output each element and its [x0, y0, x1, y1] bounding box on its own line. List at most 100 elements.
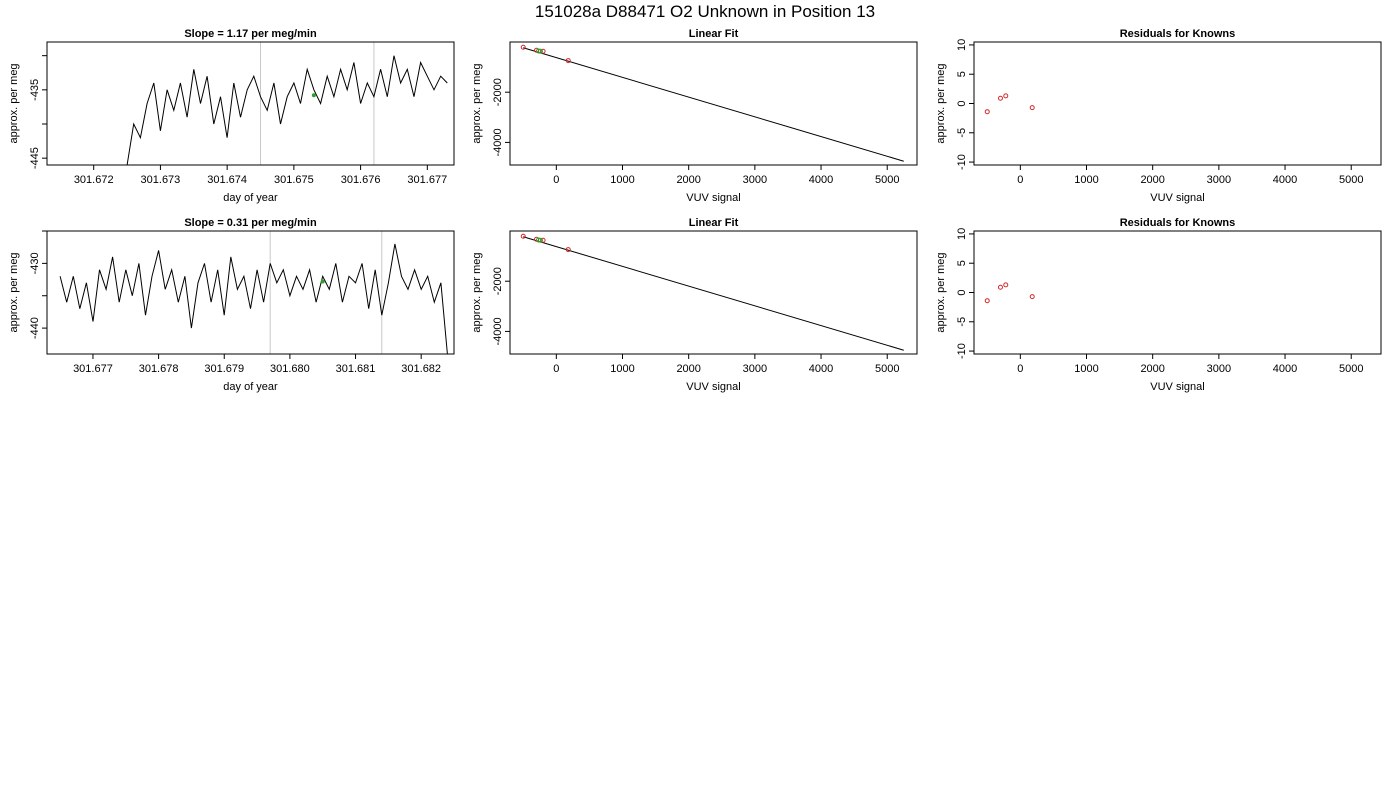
- x-tick-label: 301.673: [141, 174, 181, 186]
- plot-frame: [973, 230, 1382, 355]
- panels: Slope = 1.17 per meg/min 301.672 301.673 30…: [8, 28, 1382, 393]
- x-axis-label: day of year: [223, 381, 278, 393]
- unknown-marker: [320, 279, 325, 284]
- x-tick-label: 4000: [1273, 363, 1297, 375]
- known-point: [1029, 294, 1035, 300]
- y-tick-label: -5: [956, 128, 968, 138]
- y-tick-label: -440: [29, 317, 41, 339]
- x-axis-label: VUV signal: [1150, 381, 1204, 393]
- y-axis-label: approx. per meg: [8, 63, 20, 143]
- x-tick-label: 301.676: [341, 174, 381, 186]
- plot-frame: [509, 230, 918, 355]
- plot-frame: [46, 230, 455, 355]
- chart-panel-3: Residuals for Knowns 0 1000 2000 3000 4000 500…: [935, 28, 1382, 204]
- plot-area: [59, 231, 448, 354]
- plot-frame: [46, 41, 455, 166]
- x-tick-label: 3000: [1207, 363, 1231, 375]
- x-tick-label: 2000: [1140, 363, 1164, 375]
- unknown-point: [537, 48, 543, 54]
- x-tick-label: 0: [553, 174, 559, 186]
- known-point: [1003, 282, 1009, 288]
- known-point: [1003, 93, 1009, 99]
- x-tick-label: 0: [553, 363, 559, 375]
- plot-frame: [973, 41, 1382, 166]
- known-point: [984, 109, 990, 115]
- y-axis-label: approx. per meg: [471, 252, 483, 332]
- known-point: [540, 48, 546, 54]
- y-axis-label: approx. per meg: [935, 63, 947, 143]
- known-point: [997, 284, 1003, 290]
- x-tick-label: 2000: [676, 363, 700, 375]
- known-point: [565, 58, 571, 64]
- plot-frame: [509, 41, 918, 166]
- known-point: [565, 247, 571, 253]
- y-tick-label: -4000: [492, 317, 504, 345]
- x-axis-label: VUV signal: [686, 192, 740, 204]
- y-tick-label: -10: [956, 154, 968, 170]
- plot-area: [520, 233, 904, 351]
- y-tick-label: -435: [29, 79, 41, 101]
- known-point: [997, 95, 1003, 101]
- x-tick-label: 1000: [610, 363, 634, 375]
- known-point: [984, 298, 990, 304]
- plot-area: [126, 42, 448, 165]
- x-tick-label: 4000: [1273, 174, 1297, 186]
- signal-trace: [59, 243, 448, 354]
- y-tick-label: -5: [956, 317, 968, 327]
- x-axis-label: VUV signal: [1150, 192, 1204, 204]
- known-point: [1029, 105, 1035, 111]
- y-tick-label: 10: [956, 39, 968, 51]
- x-tick-label: 1000: [610, 174, 634, 186]
- x-tick-label: 301.672: [74, 174, 114, 186]
- x-tick-label: 0: [1017, 363, 1023, 375]
- panel-title: Residuals for Knowns: [1120, 28, 1236, 40]
- chart-panel-4: Slope = 0.31 per meg/min 301.677 301.678 30…: [8, 217, 455, 393]
- x-tick-label: 1000: [1074, 174, 1098, 186]
- fit-line: [523, 236, 904, 351]
- x-tick-label: 5000: [1339, 174, 1363, 186]
- y-tick-label: -4000: [492, 128, 504, 156]
- known-point: [540, 237, 546, 243]
- panel-title: Slope = 0.31 per meg/min: [184, 217, 317, 229]
- plot-area: [984, 93, 1035, 115]
- unknown-point: [535, 48, 541, 54]
- x-tick-label: 2000: [1140, 174, 1164, 186]
- x-tick-label: 3000: [743, 363, 767, 375]
- y-tick-label: 0: [956, 289, 968, 295]
- signal-trace: [126, 55, 448, 165]
- known-point: [520, 233, 526, 239]
- panel-title: Linear Fit: [689, 217, 739, 229]
- y-tick-label: -2000: [492, 78, 504, 106]
- x-tick-label: 301.674: [207, 174, 247, 186]
- y-axis-label: approx. per meg: [8, 252, 20, 332]
- panel-title: Residuals for Knowns: [1120, 217, 1236, 229]
- plot-area: [520, 44, 904, 162]
- x-tick-label: 301.678: [139, 363, 179, 375]
- x-tick-label: 3000: [743, 174, 767, 186]
- x-axis-label: VUV signal: [686, 381, 740, 393]
- y-tick-label: -445: [29, 147, 41, 169]
- fit-line: [523, 47, 904, 162]
- x-tick-label: 0: [1017, 174, 1023, 186]
- chart-panel-2: Linear Fit 0 1000 2000 3000 4000 5000 -4000 -200…: [471, 28, 918, 204]
- x-axis-label: day of year: [223, 192, 278, 204]
- x-tick-label: 301.682: [401, 363, 441, 375]
- x-tick-label: 301.680: [270, 363, 310, 375]
- y-axis-label: approx. per meg: [935, 252, 947, 332]
- figure-title: 151028a D88471 O2 Unknown in Position 13: [535, 2, 875, 21]
- y-axis-label: approx. per meg: [471, 63, 483, 143]
- x-tick-label: 5000: [875, 363, 899, 375]
- x-tick-label: 301.675: [274, 174, 314, 186]
- x-tick-label: 4000: [809, 363, 833, 375]
- y-tick-label: 5: [956, 260, 968, 266]
- chart-panel-5: Linear Fit 0 1000 2000 3000 4000 5000 -4000 -200…: [471, 217, 918, 393]
- x-tick-label: 301.681: [336, 363, 376, 375]
- chart-panel-1: Slope = 1.17 per meg/min 301.672 301.673 30…: [8, 28, 455, 204]
- x-tick-label: 5000: [1339, 363, 1363, 375]
- y-tick-label: 10: [956, 228, 968, 240]
- unknown-point: [537, 237, 543, 243]
- y-tick-label: 0: [956, 100, 968, 106]
- panel-title: Linear Fit: [689, 28, 739, 40]
- chart-panel-6: Residuals for Knowns 0 1000 2000 3000 4000 500…: [935, 217, 1382, 393]
